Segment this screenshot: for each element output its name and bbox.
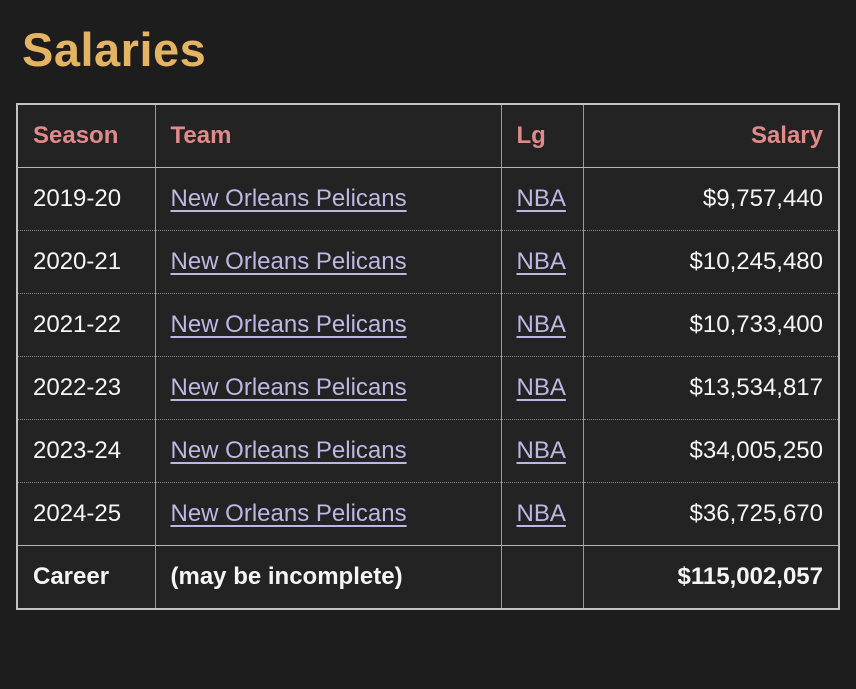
table-row: 2023-24 New Orleans Pelicans NBA $34,005… xyxy=(17,419,839,483)
team-link[interactable]: New Orleans Pelicans xyxy=(170,185,407,212)
season-cell: 2023-24 xyxy=(17,419,155,483)
team-link[interactable]: New Orleans Pelicans xyxy=(170,437,407,464)
team-link[interactable]: New Orleans Pelicans xyxy=(170,248,407,275)
league-link[interactable]: NBA xyxy=(516,185,566,212)
season-cell: 2022-23 xyxy=(17,356,155,420)
table-row: 2024-25 New Orleans Pelicans NBA $36,725… xyxy=(17,482,839,546)
table-header-row: Season Team Lg Salary xyxy=(17,104,839,168)
table-row: 2022-23 New Orleans Pelicans NBA $13,534… xyxy=(17,356,839,420)
salary-cell: $34,005,250 xyxy=(582,419,839,483)
salary-cell: $10,733,400 xyxy=(582,293,839,357)
team-link[interactable]: New Orleans Pelicans xyxy=(170,500,407,527)
season-cell: 2019-20 xyxy=(17,167,155,231)
season-cell: 2020-21 xyxy=(17,230,155,294)
career-total-row: Career (may be incomplete) $115,002,057 xyxy=(17,545,839,609)
season-cell: 2024-25 xyxy=(17,482,155,546)
table-row: 2019-20 New Orleans Pelicans NBA $9,757,… xyxy=(17,167,839,231)
career-note: (may be incomplete) xyxy=(154,545,501,609)
team-link[interactable]: New Orleans Pelicans xyxy=(170,311,407,338)
salaries-table: Season Team Lg Salary 2019-20 New Orlean… xyxy=(16,103,840,610)
salary-cell: $13,534,817 xyxy=(582,356,839,420)
league-link[interactable]: NBA xyxy=(516,311,566,338)
career-label: Career xyxy=(33,563,110,590)
header-season: Season xyxy=(17,104,155,168)
career-lg-empty xyxy=(500,545,583,609)
salary-cell: $36,725,670 xyxy=(582,482,839,546)
career-total-salary: $115,002,057 xyxy=(582,545,839,609)
salary-cell: $9,757,440 xyxy=(582,167,839,231)
header-lg: Lg xyxy=(500,104,583,168)
team-link[interactable]: New Orleans Pelicans xyxy=(170,374,407,401)
salary-cell: $10,245,480 xyxy=(582,230,839,294)
page-title: Salaries xyxy=(22,23,207,76)
table-row: 2020-21 New Orleans Pelicans NBA $10,245… xyxy=(17,230,839,294)
table-row: 2021-22 New Orleans Pelicans NBA $10,733… xyxy=(17,293,839,357)
league-link[interactable]: NBA xyxy=(516,248,566,275)
league-link[interactable]: NBA xyxy=(516,500,566,527)
league-link[interactable]: NBA xyxy=(516,374,566,401)
salaries-table-container: Season Team Lg Salary 2019-20 New Orlean… xyxy=(16,103,840,610)
league-link[interactable]: NBA xyxy=(516,437,566,464)
header-salary: Salary xyxy=(582,104,839,168)
season-cell: 2021-22 xyxy=(17,293,155,357)
header-team: Team xyxy=(154,104,501,168)
